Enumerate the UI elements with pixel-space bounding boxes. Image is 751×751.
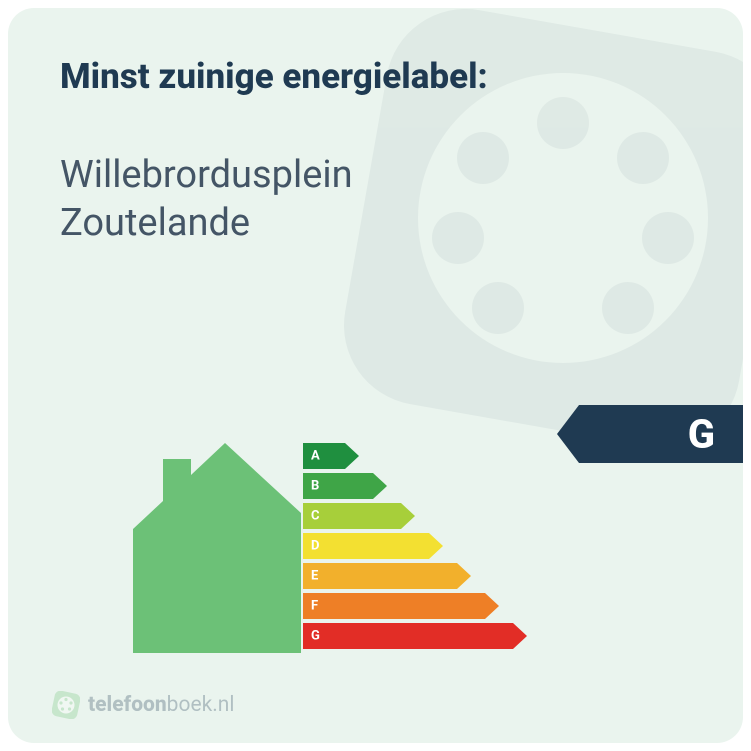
card-title: Minst zuinige energielabel: <box>60 56 691 97</box>
bar-label: D <box>311 539 319 554</box>
brand-suffix: .nl <box>212 693 234 717</box>
brand-light: boek <box>167 693 213 717</box>
location-line-1: Willebrordusplein <box>60 152 691 200</box>
energy-bar-a: A <box>303 443 527 469</box>
brand-bold: telefoon <box>88 693 167 717</box>
rating-badge: G <box>557 405 743 463</box>
bar-label: F <box>311 599 318 614</box>
bar-label: E <box>311 569 318 584</box>
energy-bar-b: B <box>303 473 527 499</box>
energy-chart: A B C D E <box>8 383 743 663</box>
energy-bar-f: F <box>303 593 527 619</box>
bar-label: C <box>311 509 320 524</box>
location-block: Willebrordusplein Zoutelande <box>60 152 691 247</box>
energy-bar-c: C <box>303 503 527 529</box>
location-line-2: Zoutelande <box>60 200 691 248</box>
brand-text: telefoonboek.nl <box>88 693 234 717</box>
energy-bar-g: G <box>303 623 527 649</box>
bar-label: A <box>311 449 320 464</box>
bar-label: G <box>311 629 320 644</box>
rating-letter: G <box>688 411 715 458</box>
house-icon <box>133 443 301 653</box>
brand-logo-icon <box>52 691 80 719</box>
footer-brand: telefoonboek.nl <box>52 691 234 719</box>
bar-label: B <box>311 479 319 494</box>
energy-bar-e: E <box>303 563 527 589</box>
energy-bars: A B C D E <box>303 443 527 649</box>
info-card: Minst zuinige energielabel: Willebrordus… <box>8 8 743 743</box>
energy-bar-d: D <box>303 533 527 559</box>
